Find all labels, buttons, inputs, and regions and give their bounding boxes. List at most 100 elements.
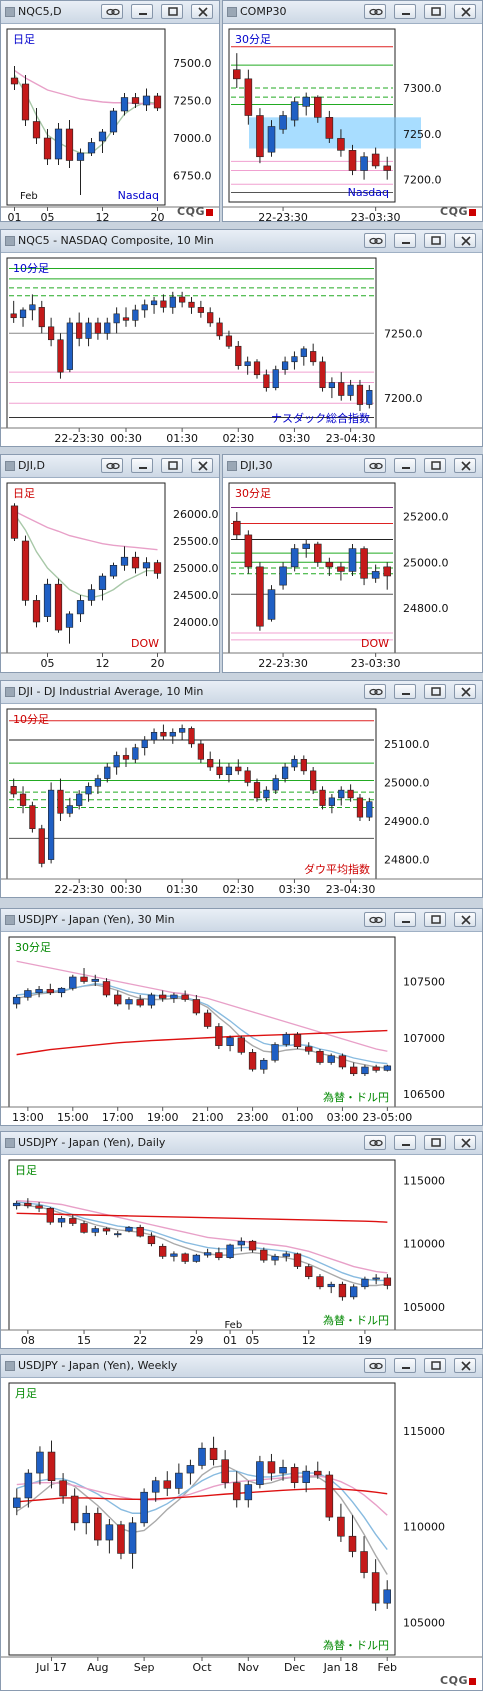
- window-menu-icon[interactable]: [5, 7, 15, 17]
- y-tick-label: 105000: [403, 1301, 445, 1314]
- close-button[interactable]: [454, 1135, 476, 1150]
- window-menu-icon[interactable]: [5, 461, 15, 471]
- close-button[interactable]: [191, 458, 213, 473]
- maximize-button[interactable]: [424, 4, 446, 19]
- candle-body: [225, 766, 233, 776]
- candle-body: [203, 1012, 212, 1027]
- candle: [114, 990, 122, 1007]
- window-menu-icon[interactable]: [5, 1361, 15, 1371]
- x-tick-label: Aug: [87, 1661, 108, 1674]
- candle-body: [169, 731, 176, 737]
- candle: [197, 740, 204, 764]
- close-button[interactable]: [454, 1358, 476, 1373]
- candle-body: [305, 1046, 313, 1052]
- minimize-button[interactable]: [394, 912, 416, 927]
- minimize-button[interactable]: [131, 458, 153, 473]
- candle-body: [325, 1474, 334, 1518]
- candle-body: [338, 789, 345, 799]
- candle: [305, 1042, 313, 1055]
- link-icon: [369, 1139, 383, 1147]
- candle-body: [337, 1516, 345, 1537]
- candle: [371, 147, 380, 169]
- candle: [282, 1251, 290, 1262]
- candle: [310, 767, 317, 794]
- candle: [38, 824, 45, 868]
- maximize-button[interactable]: [161, 4, 183, 19]
- minimize-button[interactable]: [394, 1135, 416, 1150]
- maximize-button[interactable]: [424, 233, 446, 248]
- candle-body: [216, 322, 223, 337]
- moving-average-line: [16, 1475, 388, 1516]
- candle: [87, 138, 96, 156]
- link-button[interactable]: [364, 4, 386, 19]
- candle-body: [69, 976, 77, 989]
- x-tick-label: 03:30: [279, 432, 311, 445]
- maximize-button[interactable]: [424, 912, 446, 927]
- link-button[interactable]: [364, 233, 386, 248]
- close-button[interactable]: [454, 4, 476, 19]
- candle-body: [216, 766, 223, 776]
- candle: [128, 1517, 137, 1569]
- maximize-button[interactable]: [424, 1358, 446, 1373]
- link-button[interactable]: [364, 912, 386, 927]
- window-menu-icon[interactable]: [5, 236, 15, 246]
- candle-body: [36, 1451, 44, 1474]
- candle: [19, 786, 27, 814]
- close-button[interactable]: [454, 684, 476, 699]
- candle-body: [235, 766, 242, 772]
- candle-body: [21, 540, 30, 601]
- candle-body: [80, 976, 88, 982]
- candle: [125, 997, 133, 1010]
- candle-body: [48, 789, 55, 860]
- close-button[interactable]: [454, 458, 476, 473]
- candle-body: [337, 138, 345, 151]
- candle-body: [267, 1461, 276, 1474]
- link-button[interactable]: [364, 1358, 386, 1373]
- minimize-button[interactable]: [394, 458, 416, 473]
- minimize-button[interactable]: [394, 684, 416, 699]
- candle-body: [350, 1286, 358, 1298]
- minimize-button[interactable]: [394, 4, 416, 19]
- window-menu-icon[interactable]: [5, 687, 15, 697]
- candle-body: [263, 789, 270, 799]
- candle: [328, 794, 335, 814]
- window-menu-icon[interactable]: [5, 1138, 15, 1148]
- candle: [263, 369, 270, 392]
- candle-body: [207, 312, 214, 324]
- link-button[interactable]: [364, 1135, 386, 1150]
- candle-body: [263, 374, 270, 389]
- candle-body: [260, 1249, 268, 1261]
- link-button[interactable]: [101, 458, 123, 473]
- candle-body: [46, 1207, 54, 1223]
- link-button[interactable]: [364, 684, 386, 699]
- minimize-button[interactable]: [394, 1358, 416, 1373]
- link-button[interactable]: [364, 458, 386, 473]
- candle: [38, 300, 45, 334]
- candle: [179, 724, 186, 740]
- window-menu-icon[interactable]: [5, 915, 15, 925]
- candle-body: [188, 728, 195, 745]
- close-button[interactable]: [454, 233, 476, 248]
- candle: [267, 120, 276, 157]
- maximize-button[interactable]: [424, 458, 446, 473]
- link-button[interactable]: [101, 4, 123, 19]
- window-menu-icon[interactable]: [227, 461, 237, 471]
- maximize-button[interactable]: [424, 1135, 446, 1150]
- close-button[interactable]: [191, 4, 213, 19]
- maximize-button[interactable]: [161, 458, 183, 473]
- minimize-button[interactable]: [394, 233, 416, 248]
- moving-average-line: [16, 1201, 388, 1282]
- candle: [29, 801, 36, 833]
- close-button[interactable]: [454, 912, 476, 927]
- maximize-button[interactable]: [424, 684, 446, 699]
- window-menu-icon[interactable]: [227, 7, 237, 17]
- candle: [325, 1471, 334, 1521]
- candle: [19, 307, 27, 327]
- candle-body: [279, 115, 287, 130]
- x-tick-label: 03:30: [279, 883, 311, 896]
- candle: [203, 1248, 212, 1258]
- candle-body: [122, 755, 130, 760]
- minimize-button[interactable]: [131, 4, 153, 19]
- candle: [142, 88, 151, 111]
- candle-body: [169, 296, 176, 308]
